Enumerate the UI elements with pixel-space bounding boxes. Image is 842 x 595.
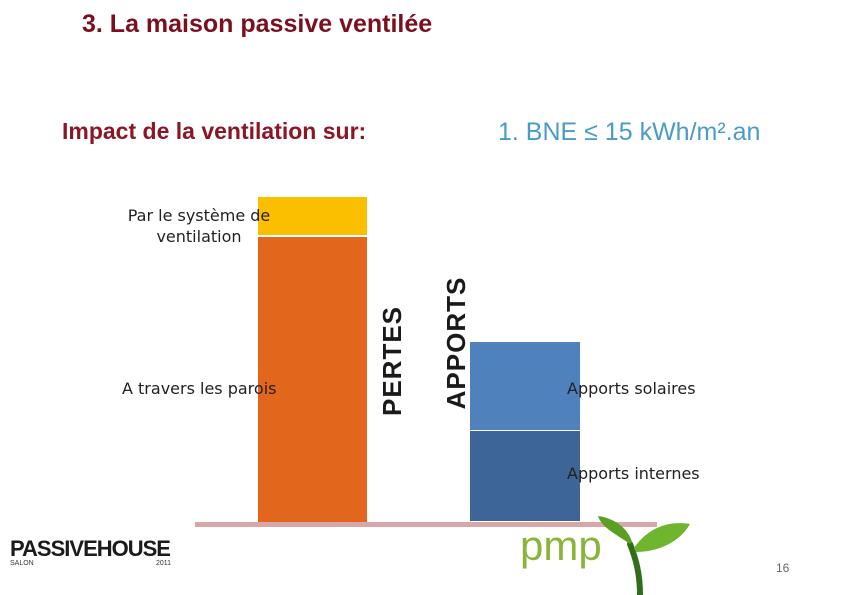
gains-internal-label: Apports internes (567, 464, 700, 483)
losses-ventilation-label: Par le système de ventilation (127, 206, 271, 246)
passivehouse-logo-sub: SALON (10, 560, 34, 567)
losses-axis-label: PERTES (377, 305, 407, 417)
losses-ventilation-segment (258, 197, 367, 235)
gains-solar-segment (470, 342, 580, 430)
gains-internal-segment (470, 431, 580, 521)
slide-heading: 3. La maison passive ventilée (82, 10, 433, 38)
passivehouse-logo-year: 2011 (156, 560, 172, 567)
pmp-logo: pmp (520, 522, 602, 569)
page-number: 16 (776, 561, 790, 575)
sprout-icon (598, 516, 690, 595)
losses-walls-label: A travers les parois (122, 379, 277, 398)
gains-axis-label: APPORTS (441, 276, 471, 410)
gains-solar-label: Apports solaires (567, 379, 696, 398)
baseline-line (195, 522, 657, 527)
losses-walls-segment (258, 237, 367, 522)
passivehouse-logo-text: PASSIVEHOUSE (10, 536, 171, 561)
slide-subtitle: Impact de la ventilation sur: (62, 118, 367, 144)
passivehouse-logo: PASSIVEHOUSE SALON 2011 (6, 532, 182, 582)
bne-criterion: 1. BNE ≤ 15 kWh/m².an (498, 118, 761, 146)
